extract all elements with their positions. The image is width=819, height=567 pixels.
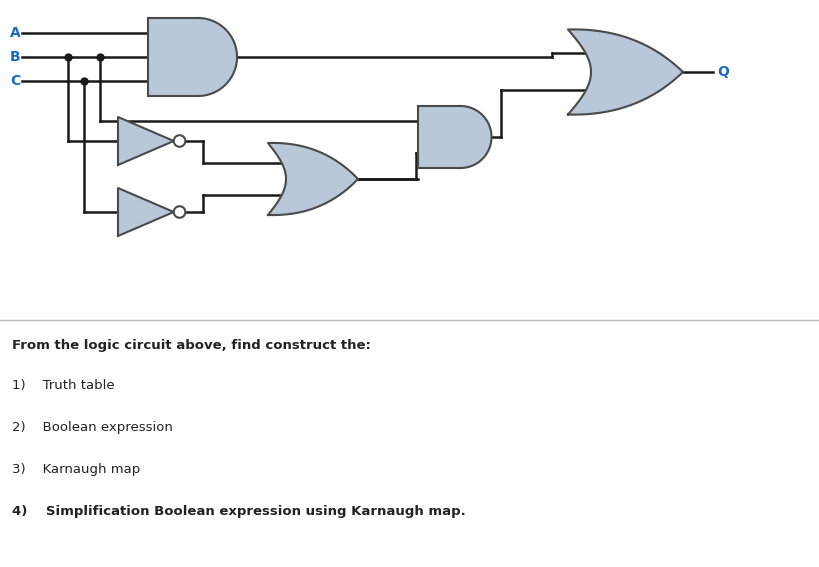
Text: 3)    Karnaugh map: 3) Karnaugh map	[12, 463, 140, 476]
Text: From the logic circuit above, find construct the:: From the logic circuit above, find const…	[12, 338, 370, 352]
Text: 1)    Truth table: 1) Truth table	[12, 379, 115, 392]
Text: A: A	[10, 26, 20, 40]
Polygon shape	[118, 117, 174, 165]
Polygon shape	[118, 188, 174, 236]
Text: C: C	[10, 74, 20, 88]
Polygon shape	[268, 143, 358, 215]
Text: 4)    Simplification Boolean expression using Karnaugh map.: 4) Simplification Boolean expression usi…	[12, 505, 465, 518]
Circle shape	[174, 135, 185, 147]
Text: Q: Q	[716, 65, 728, 79]
Circle shape	[174, 206, 185, 218]
Polygon shape	[418, 106, 491, 168]
Polygon shape	[147, 18, 237, 96]
Text: B: B	[10, 50, 20, 64]
Text: 2)    Boolean expression: 2) Boolean expression	[12, 421, 173, 434]
Polygon shape	[568, 29, 682, 115]
